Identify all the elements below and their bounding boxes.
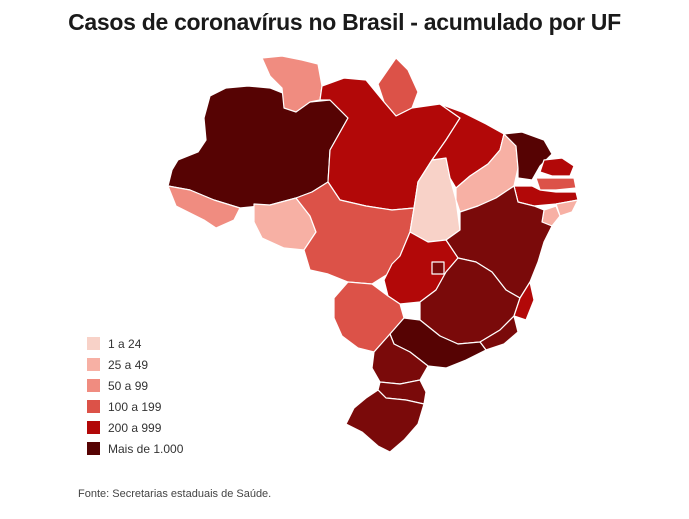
- map-legend: 1 a 24 25 a 49 50 a 99 100 a 199 200 a 9…: [87, 333, 183, 459]
- state-rs[interactable]: [345, 389, 425, 453]
- legend-swatch: [87, 337, 100, 350]
- legend-swatch: [87, 442, 100, 455]
- legend-item: 200 a 999: [87, 417, 183, 438]
- state-rr[interactable]: [261, 55, 323, 113]
- legend-item: 100 a 199: [87, 396, 183, 417]
- state-es[interactable]: [513, 281, 535, 321]
- legend-label: 25 a 49: [108, 357, 149, 372]
- state-pb[interactable]: [535, 177, 577, 191]
- legend-swatch: [87, 358, 100, 371]
- legend-item: 50 a 99: [87, 375, 183, 396]
- map-title: Casos de coronavírus no Brasil - acumula…: [68, 9, 621, 35]
- state-ac[interactable]: [167, 185, 241, 229]
- state-ce[interactable]: [503, 131, 553, 181]
- legend-swatch: [87, 379, 100, 392]
- legend-item: Mais de 1.000: [87, 438, 183, 459]
- legend-label: Mais de 1.000: [108, 441, 184, 456]
- legend-item: 25 a 49: [87, 354, 183, 375]
- legend-swatch: [87, 421, 100, 434]
- state-df[interactable]: [431, 261, 445, 275]
- legend-label: 1 a 24: [108, 336, 142, 351]
- legend-item: 1 a 24: [87, 333, 183, 354]
- source-note: Fonte: Secretarias estaduais de Saúde.: [78, 488, 272, 500]
- legend-label: 200 a 999: [108, 420, 162, 435]
- legend-label: 50 a 99: [108, 378, 149, 393]
- state-pr[interactable]: [371, 333, 429, 385]
- legend-label: 100 a 199: [108, 399, 162, 414]
- state-rn[interactable]: [539, 157, 575, 177]
- legend-swatch: [87, 400, 100, 413]
